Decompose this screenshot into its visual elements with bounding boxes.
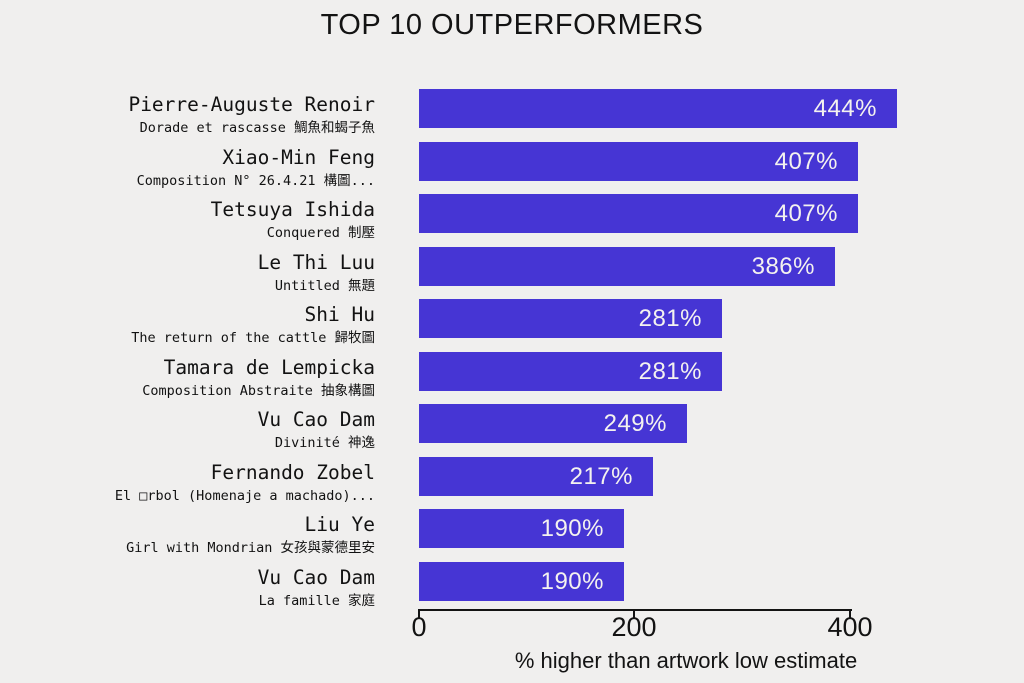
x-axis-line bbox=[419, 609, 852, 611]
artist-name: Pierre-Auguste Renoir bbox=[128, 93, 375, 116]
row-labels: Xiao-Min Feng Composition N° 26.4.21 構圖.… bbox=[0, 146, 375, 189]
artwork-title: La famille 家庭 bbox=[258, 592, 375, 609]
x-axis-tick-label-400: 400 bbox=[827, 612, 873, 642]
chart-row: Vu Cao Dam Divinité 神逸 249% bbox=[0, 404, 1024, 457]
artwork-title: Girl with Mondrian 女孩與蒙德里安 bbox=[126, 540, 375, 557]
artist-name: Fernando Zobel bbox=[210, 460, 375, 484]
bar: 217% bbox=[419, 456, 653, 496]
artwork-title: El □rbol (Homenaje a machado)... bbox=[114, 487, 375, 504]
chart-row: Xiao-Min Feng Composition N° 26.4.21 構圖.… bbox=[0, 141, 1024, 195]
artist-name: Vu Cao Dam bbox=[257, 408, 375, 432]
artwork-title: The return of the cattle 歸牧圖 bbox=[131, 330, 375, 347]
row-labels: Le Thi Luu Untitled 無題 bbox=[0, 251, 375, 294]
artwork-title: Composition Abstraite 抽象構圖 bbox=[142, 382, 375, 399]
bar: 249% bbox=[419, 404, 687, 444]
artist-name: Le Thi Luu bbox=[257, 250, 375, 274]
bar: 444% bbox=[419, 89, 897, 128]
artwork-title: Untitled 無題 bbox=[274, 277, 375, 294]
row-labels: Liu Ye Girl with Mondrian 女孩與蒙德里安 bbox=[0, 513, 375, 556]
artist-name: Tamara de Lempicka bbox=[163, 355, 375, 379]
chart-title: TOP 10 OUTPERFORMERS bbox=[320, 9, 704, 41]
row-labels: Pierre-Auguste Renoir Dorade et rascasse… bbox=[0, 93, 375, 136]
bar-value-label: 407% bbox=[774, 200, 838, 228]
artwork-title: Composition N° 26.4.21 構圖... bbox=[136, 172, 375, 189]
bar-value-label: 281% bbox=[638, 357, 702, 385]
x-axis-tick-label-0: 0 bbox=[411, 612, 427, 642]
bar: 407% bbox=[419, 194, 858, 234]
chart-row: Vu Cao Dam La famille 家庭 190% bbox=[0, 561, 1024, 615]
row-labels: Tetsuya Ishida Conquered 制壓 bbox=[0, 198, 375, 241]
chart-row: Tamara de Lempicka Composition Abstraite… bbox=[0, 351, 1024, 405]
row-labels: Tamara de Lempicka Composition Abstraite… bbox=[0, 356, 375, 399]
bar: 407% bbox=[419, 141, 858, 181]
chart-row: Shi Hu The return of the cattle 歸牧圖 281% bbox=[0, 299, 1024, 352]
artist-name: Vu Cao Dam bbox=[257, 565, 375, 589]
x-axis-tick-400 bbox=[849, 609, 851, 619]
bar-value-label: 386% bbox=[751, 252, 815, 280]
artist-name: Xiao-Min Feng bbox=[222, 145, 375, 169]
bar: 281% bbox=[419, 299, 722, 339]
bar: 386% bbox=[419, 246, 835, 286]
bar-value-label: 444% bbox=[813, 95, 877, 122]
x-axis-label: % higher than artwork low estimate bbox=[514, 648, 858, 673]
x-axis-tick-200 bbox=[633, 609, 635, 619]
chart-row: Tetsuya Ishida Conquered 制壓 407% bbox=[0, 194, 1024, 247]
row-labels: Fernando Zobel El □rbol (Homenaje a mach… bbox=[0, 461, 375, 504]
bar-value-label: 249% bbox=[603, 410, 667, 438]
artwork-title: Divinité 神逸 bbox=[274, 435, 375, 452]
bar-value-label: 190% bbox=[540, 567, 604, 595]
artist-name: Shi Hu bbox=[304, 303, 375, 327]
bar: 190% bbox=[419, 561, 624, 601]
row-labels: Shi Hu The return of the cattle 歸牧圖 bbox=[0, 303, 375, 346]
x-axis-tick-label-200: 200 bbox=[611, 612, 657, 642]
row-labels: Vu Cao Dam La famille 家庭 bbox=[0, 566, 375, 609]
bar: 190% bbox=[419, 509, 624, 549]
bar-value-label: 407% bbox=[774, 147, 838, 175]
artist-name: Liu Ye bbox=[304, 513, 375, 537]
artist-name: Tetsuya Ishida bbox=[210, 198, 375, 222]
bar-value-label: 217% bbox=[569, 462, 633, 490]
chart-row: Fernando Zobel El □rbol (Homenaje a mach… bbox=[0, 456, 1024, 510]
bar: 281% bbox=[419, 351, 722, 391]
artwork-title: Conquered 制壓 bbox=[266, 225, 375, 242]
artwork-title: Dorade et rascasse 鯛魚和蝎子魚 bbox=[139, 120, 375, 136]
row-labels: Vu Cao Dam Divinité 神逸 bbox=[0, 408, 375, 451]
chart-row: Pierre-Auguste Renoir Dorade et rascasse… bbox=[0, 89, 1024, 142]
bar-value-label: 190% bbox=[540, 515, 604, 543]
x-axis-tick-0 bbox=[418, 609, 420, 619]
chart-row: Liu Ye Girl with Mondrian 女孩與蒙德里安 190% bbox=[0, 509, 1024, 562]
chart-row: Le Thi Luu Untitled 無題 386% bbox=[0, 246, 1024, 300]
bar-value-label: 281% bbox=[638, 305, 702, 333]
